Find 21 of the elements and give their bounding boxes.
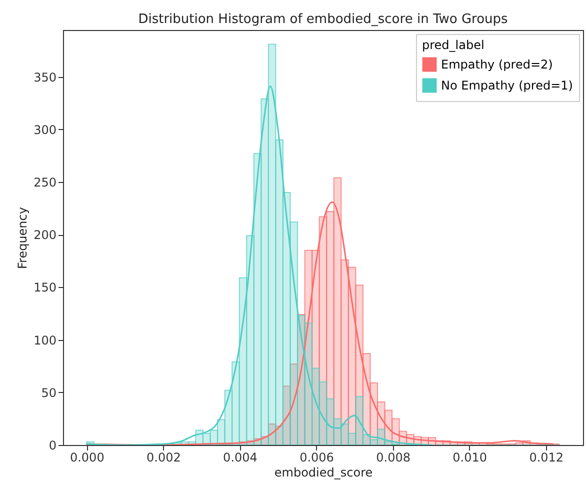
chart-title: Distribution Histogram of embodied_score in Two Groups: [138, 12, 508, 27]
y-tick-label: 150: [34, 280, 56, 295]
x-tick-label: 0.000: [70, 450, 104, 464]
y-tick-label: 250: [34, 176, 56, 190]
x-axis-title: embodied_score: [274, 466, 373, 480]
y-tick-label: 100: [34, 333, 56, 348]
x-tick-label: 0.002: [146, 450, 181, 464]
legend-title: pred_label: [422, 38, 484, 52]
x-tick-label: 0.008: [376, 450, 410, 464]
x-tick-label: 0.012: [529, 450, 564, 464]
x-tick-label: 0.010: [452, 450, 488, 464]
y-tick-label: 300: [34, 122, 56, 137]
legend-label: No Empathy (pred=1): [441, 78, 573, 92]
y-tick-label: 200: [34, 228, 56, 242]
y-axis-title: Frequency: [16, 207, 30, 269]
legend-label: Empathy (pred=2): [441, 58, 553, 72]
y-tick-label: 0: [48, 438, 56, 452]
x-tick-label: 0.006: [300, 450, 334, 464]
y-tick-label: 50: [41, 386, 56, 400]
x-tick-label: 0.004: [223, 450, 258, 464]
y-tick-label: 350: [34, 70, 56, 84]
